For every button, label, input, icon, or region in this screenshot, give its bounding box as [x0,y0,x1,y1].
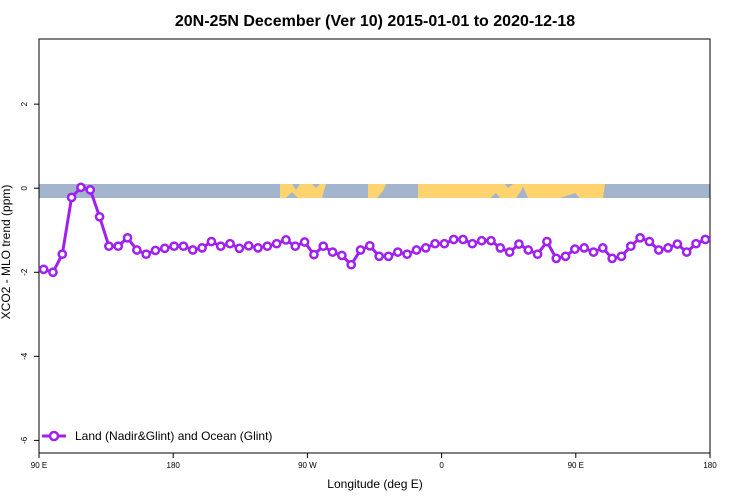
data-point [57,249,68,260]
data-point [448,234,459,245]
x-tick-label: 90 E [31,461,47,470]
data-point [560,251,571,262]
data-point [169,241,179,252]
data-point [178,241,189,252]
y-axis-label: XCO2 - MLO trend (ppm) [0,185,13,320]
data-point [253,243,263,253]
data-point [141,249,152,260]
x-tick-label: 0 [439,461,444,470]
data-point [504,247,515,257]
data-point [532,249,543,260]
data-point [234,243,245,254]
x-axis-label: Longitude (deg E) [327,477,422,491]
data-point [570,244,580,255]
surface-strip [39,184,710,198]
series-line [43,185,706,274]
data-point [439,238,450,249]
data-point [635,232,645,243]
data-point [523,245,534,255]
data-point [663,243,673,253]
x-tick-label: 180 [703,461,717,470]
data-point [346,259,357,270]
data-point [430,238,440,249]
data-point [309,249,319,260]
data-point [383,251,394,262]
data-point [243,240,254,251]
data-point [122,232,133,243]
data-point [374,251,385,262]
data-point [197,243,207,253]
data-point [38,264,49,275]
data-point [132,245,142,255]
x-tick-label: 90 W [298,461,317,470]
data-point [551,253,562,264]
y-tick-label: -4 [20,352,29,360]
data-point [215,241,226,252]
data-point [476,235,487,246]
data-point [206,236,217,247]
data-point [85,185,96,195]
data-point [514,239,524,249]
legend-marker [48,430,60,442]
data-point [681,247,692,257]
data-point [104,241,114,252]
data-point [355,245,366,255]
data-point [225,238,235,249]
data-point [411,245,422,255]
x-axis: 90 E 180 90 W 0 90 E 180 [31,453,717,470]
data-point [113,241,124,252]
data-point [187,245,198,255]
data-point [402,249,412,260]
data-point [94,211,105,222]
y-axis: 2 0 -2 -4 -6 [20,101,39,444]
data-point [159,243,170,254]
land-mask [280,184,605,198]
chart-title: 20N-25N December (Ver 10) 2015-01-01 to … [175,13,575,30]
data-point [691,238,701,249]
x-tick-label: 90 E [568,461,584,470]
data-point [392,247,403,257]
data-point [299,237,310,247]
data-point [48,267,58,278]
y-tick-label: -6 [20,436,29,444]
data-point [337,250,347,261]
data-point [579,243,590,253]
data-point [318,241,329,252]
data-point [672,239,683,249]
data-point [542,236,552,247]
y-tick-label: 2 [20,101,29,106]
data-point [290,241,301,252]
legend: Land (Nadir&Glint) and Ocean (Glint) [42,429,272,443]
y-tick-label: 0 [20,185,29,190]
data-point [76,182,86,193]
data-point [281,235,291,245]
data-point [262,241,273,252]
data-point [644,236,655,247]
data-point [597,243,608,253]
data-point [700,234,711,245]
series-layer [38,182,711,278]
data-point [458,234,468,245]
data-point [327,247,338,257]
y-tick-label: -2 [20,268,29,276]
data-point [467,238,478,249]
data-point [150,245,161,256]
x-tick-label: 180 [167,461,181,470]
data-point [66,192,77,203]
legend-entry-label: Land (Nadir&Glint) and Ocean (Glint) [75,429,272,443]
data-point [588,247,599,257]
data-point [625,241,636,252]
data-point [616,251,627,262]
data-point [420,243,431,253]
data-point [653,245,664,255]
data-point [495,243,506,253]
data-point [607,253,617,264]
data-point [486,235,496,246]
data-point [364,240,375,251]
plot-frame [38,38,711,454]
data-point [271,238,282,249]
